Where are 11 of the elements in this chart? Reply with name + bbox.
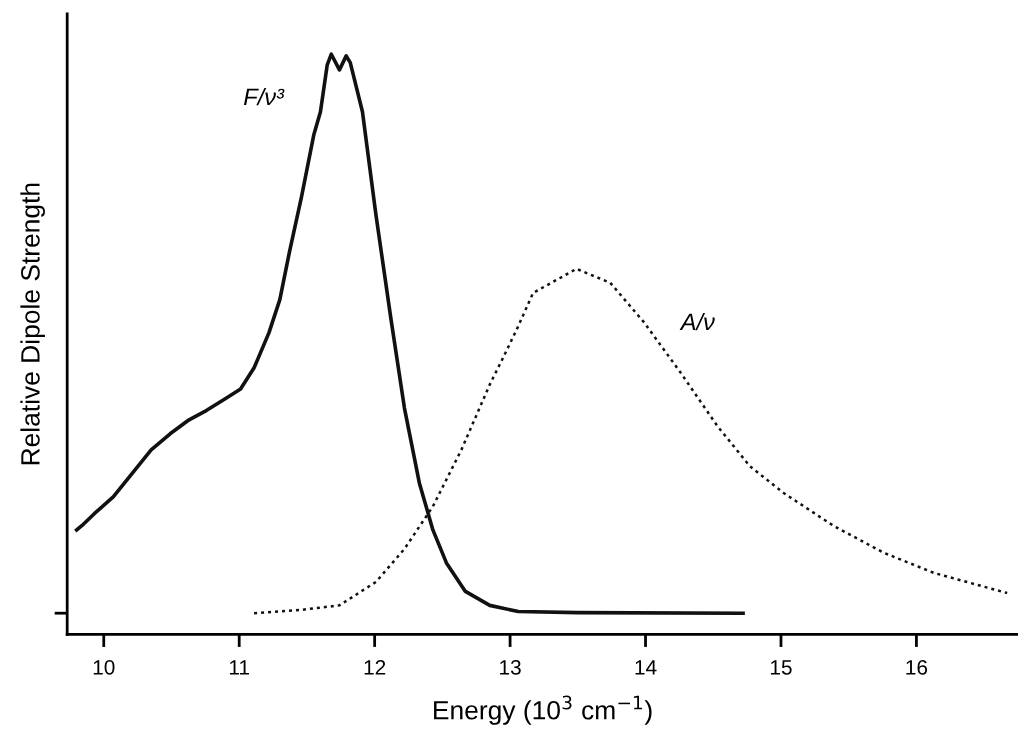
x-tick-label: 14	[635, 660, 657, 675]
y-axis-title: Relative Dipole Strength	[20, 183, 45, 465]
x-axis-title: Energy (10$^{3}$ cm$^{−1}$)	[434, 695, 652, 725]
x-tick-label: 11	[229, 660, 249, 675]
x-tick-label: 16	[906, 659, 928, 675]
x-tick-label: 10	[93, 659, 115, 675]
series-label: F/ν³	[243, 87, 285, 106]
x-tick-label: 15	[770, 660, 792, 675]
series-label: A/ν	[679, 312, 715, 331]
x-tick-label: 13	[500, 659, 521, 675]
x-tick-label: 12	[364, 659, 386, 675]
